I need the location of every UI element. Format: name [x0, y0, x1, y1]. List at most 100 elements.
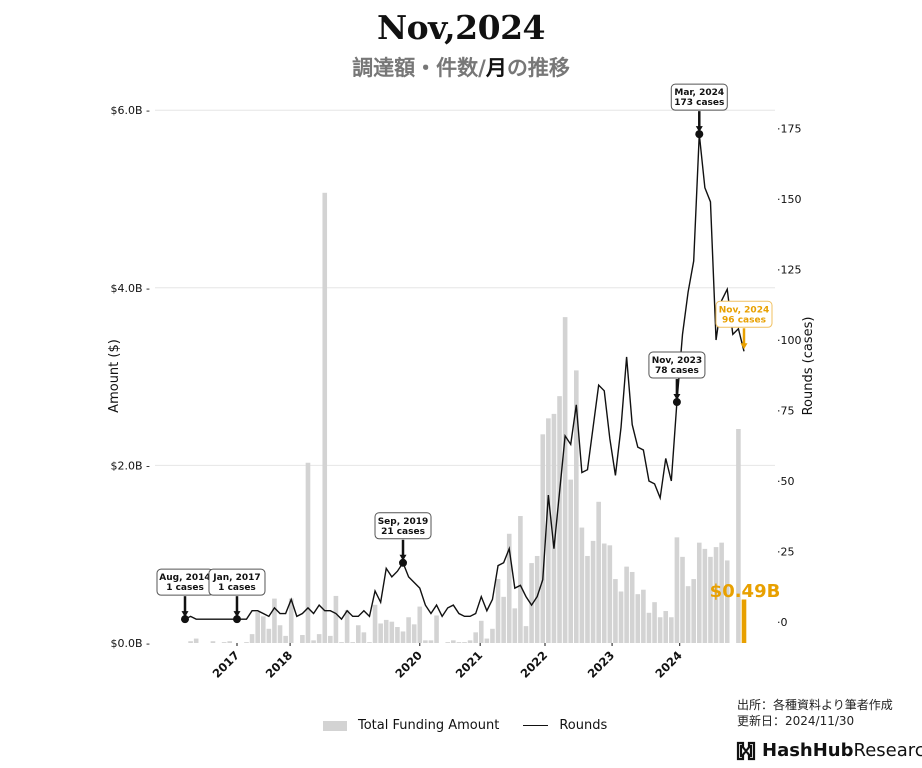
- bar: [702, 548, 708, 643]
- y-tick-label: $2.0B -: [110, 459, 150, 472]
- bar: [311, 640, 316, 643]
- annotation-box: [670, 83, 728, 111]
- bar: [456, 642, 462, 643]
- y2-tick-label: ·175: [777, 123, 802, 136]
- updated-note: 更新日：2024/11/30: [737, 714, 855, 728]
- bar: [249, 634, 255, 643]
- x-tick-label: 2024: [652, 648, 685, 681]
- bar: [300, 635, 305, 643]
- annotation-marker: [399, 558, 408, 567]
- y-tick-label: $0.0B -: [110, 637, 150, 650]
- bar: [451, 640, 456, 643]
- legend-swatch-amount: [323, 720, 347, 731]
- bar: [529, 563, 534, 643]
- bar: [417, 606, 423, 643]
- annotation-date: Sep, 2019: [378, 517, 429, 527]
- bar: [512, 608, 518, 643]
- y-axis-label: Amount ($): [107, 339, 122, 413]
- subtitle-part: の推移: [506, 55, 570, 80]
- bar: [674, 537, 680, 643]
- annotation-marker: [181, 615, 189, 624]
- bar: [244, 642, 249, 643]
- bar-latest: [741, 599, 747, 643]
- bar: [506, 533, 512, 643]
- bar: [478, 620, 484, 643]
- bar: [680, 556, 685, 643]
- x-tick-label: 2022: [518, 648, 551, 681]
- bar: [641, 589, 646, 643]
- bar: [657, 617, 663, 643]
- bar: [696, 542, 702, 643]
- bar: [523, 626, 529, 643]
- bar: [221, 642, 227, 643]
- bar: [736, 428, 741, 643]
- bar: [708, 556, 713, 643]
- bar: [568, 479, 574, 643]
- bar: [355, 625, 361, 643]
- annotation-marker: [232, 615, 241, 624]
- bar: [462, 642, 467, 643]
- bar: [395, 627, 400, 643]
- bar: [551, 413, 557, 643]
- hashhub-logo: HashHubResearch: [736, 740, 922, 761]
- bar: [691, 579, 696, 643]
- bar: [663, 611, 669, 643]
- bar: [685, 586, 691, 643]
- bar: [590, 540, 596, 643]
- y2-tick-label: ·150: [777, 193, 802, 206]
- bar: [713, 547, 719, 643]
- annotation-arrowhead: [233, 611, 241, 618]
- bar: [350, 642, 355, 643]
- subtitle-part-month: 月: [485, 55, 507, 80]
- bar: [272, 598, 277, 643]
- bar: [305, 462, 311, 643]
- bar: [434, 615, 439, 643]
- x-tick-label: 2018: [263, 648, 296, 681]
- bar: [266, 628, 272, 643]
- bar: [445, 642, 451, 643]
- latest-amount-label: $0.49B: [710, 581, 781, 602]
- bar: [372, 604, 378, 643]
- bar: [579, 527, 585, 643]
- logo-brand-bold: HashHub: [762, 740, 854, 761]
- annotation-box: [648, 351, 706, 379]
- bar: [210, 641, 216, 643]
- annotation-arrowhead: [181, 611, 189, 618]
- bar: [629, 571, 635, 643]
- bar: [501, 596, 506, 643]
- bar: [339, 642, 344, 643]
- bar: [344, 610, 350, 643]
- bar: [719, 542, 724, 643]
- annotation-cases: 173 cases: [674, 98, 724, 108]
- bar: [467, 640, 473, 643]
- bar: [557, 396, 562, 643]
- y2-tick-label: ·75: [777, 405, 795, 418]
- bar: [624, 566, 629, 643]
- bar: [540, 434, 546, 643]
- bar: [562, 317, 568, 643]
- bar: [518, 516, 523, 643]
- bar: [188, 641, 193, 643]
- bar: [585, 555, 590, 643]
- bar: [227, 641, 233, 643]
- annotation-arrowhead: [399, 554, 407, 561]
- bar: [406, 617, 411, 643]
- legend-label-rounds: Rounds: [559, 718, 608, 733]
- annotation-cases: 21 cases: [381, 527, 425, 537]
- annotation-date: Mar, 2024: [674, 88, 724, 98]
- bar: [646, 612, 652, 643]
- bar: [255, 611, 260, 643]
- bar: [613, 579, 618, 643]
- y2-tick-label: ·0: [777, 616, 788, 629]
- chart-subtitle: 調達額・件数/月の推移: [0, 52, 922, 82]
- bar: [277, 625, 283, 643]
- bar: [669, 617, 674, 643]
- source-note: 出所：各種資料より筆者作成: [737, 698, 893, 712]
- bar: [283, 635, 288, 643]
- bar: [193, 638, 199, 643]
- bar: [618, 591, 624, 643]
